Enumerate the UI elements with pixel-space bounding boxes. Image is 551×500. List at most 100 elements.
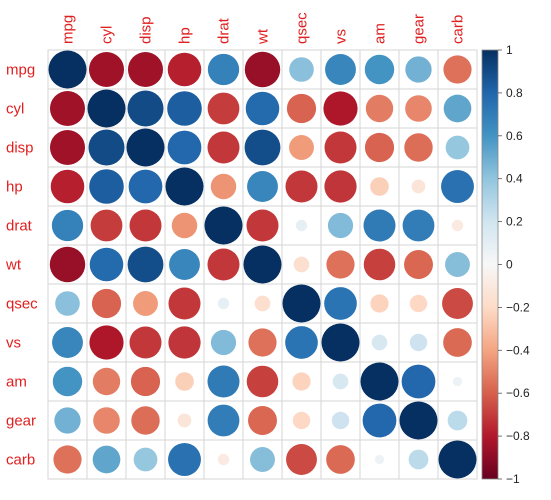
corr-circle-hp-wt [247,171,278,202]
corr-circle-wt-carb [445,252,470,277]
corr-circle-drat-disp [129,209,162,242]
colorbar-tick-label: −0.6 [506,386,530,400]
colorbar-gradient [481,49,499,480]
corr-circle-disp-vs [324,131,357,164]
corr-circle-qsec-hp [168,287,201,320]
corr-circle-gear-am [362,403,397,438]
colorbar-tick-label: 0.6 [506,129,523,143]
corr-circle-mpg-gear [405,56,432,83]
column-label-drat: drat [216,17,233,44]
corr-circle-carb-wt [250,447,275,472]
corr-circle-mpg-cyl [88,51,125,88]
colorbar-tick-label: −0.8 [506,429,530,443]
corr-circle-drat-qsec [295,219,308,232]
row-label-disp: disp [6,140,34,157]
corr-circle-vs-drat [210,329,237,356]
corr-circle-hp-gear [411,179,426,194]
corr-circle-qsec-carb [442,288,473,319]
corr-circle-cyl-mpg [49,90,86,127]
colorbar-tick-label: 0.8 [506,86,523,100]
colorbar: 1 0.8 0.6 0.4 0.2 0 −0.2 −0.4 −0.6 −0.8 −1 [481,43,530,486]
corr-circle-hp-hp [165,167,204,206]
corr-circle-am-cyl [92,367,121,396]
column-label-hp: hp [177,27,194,44]
corr-circle-wt-mpg [49,246,86,283]
corr-circle-gear-gear [399,401,438,440]
corr-circle-qsec-wt [254,295,271,312]
corr-circle-mpg-am [364,54,395,85]
corr-circle-qsec-qsec [282,284,321,323]
colorbar-tick-label: 0.2 [506,215,523,229]
corr-circle-wt-wt [243,245,282,284]
corr-circle-disp-qsec [289,135,314,160]
colorbar-tick-label: −0.2 [506,300,530,314]
corr-circle-drat-am [363,209,396,242]
corr-circle-drat-carb [451,219,464,232]
corr-circle-vs-gear [409,333,428,352]
corr-circle-hp-am [370,177,389,196]
corr-circle-am-drat [207,365,240,398]
corr-circle-mpg-hp [167,52,202,87]
row-label-vs: vs [6,335,21,352]
column-label-am: am [372,23,389,44]
corr-circle-gear-disp [131,406,160,435]
corr-circle-disp-drat [207,131,240,164]
row-label-gear: gear [6,413,36,430]
corr-circle-vs-am [371,334,388,351]
corr-circle-am-disp [130,366,161,397]
corr-circle-wt-cyl [89,247,124,282]
corr-circle-am-wt [246,365,279,398]
corr-circle-gear-qsec [292,411,311,430]
corr-circle-gear-mpg [54,407,81,434]
corr-circle-drat-gear [402,209,435,242]
corr-circle-disp-wt [244,129,281,166]
corr-circle-carb-gear [408,449,429,470]
row-label-drat: drat [6,218,33,235]
corr-circle-carb-drat [217,453,230,466]
corr-circle-mpg-disp [127,51,164,88]
corr-circle-hp-qsec [285,170,318,203]
row-label-am: am [6,374,27,391]
corr-circle-carb-disp [133,447,158,472]
corr-circle-am-carb [452,376,463,387]
corr-circle-am-vs [332,373,349,390]
corr-circle-vs-disp [129,326,162,359]
column-label-gear: gear [411,14,428,44]
corr-circle-hp-disp [128,169,163,204]
column-label-vs: vs [333,29,350,44]
corr-circle-gear-hp [177,413,192,428]
corr-circle-carb-mpg [53,445,82,474]
corr-circle-carb-qsec [286,444,317,475]
corr-circle-hp-cyl [89,169,124,204]
corr-circle-carb-carb [438,440,477,479]
corr-circle-vs-wt [248,328,277,357]
row-label-cyl: cyl [6,101,24,118]
corr-circle-qsec-cyl [91,288,122,319]
column-label-disp: disp [138,16,155,44]
row-label-mpg: mpg [6,62,35,79]
row-label-hp: hp [6,179,23,196]
corr-circle-qsec-vs [324,287,357,320]
colorbar-tick-label: 0.4 [506,172,523,186]
corr-circle-mpg-mpg [48,50,87,89]
corr-circle-carb-hp [168,443,201,476]
row-labels: mpg cyl disp hp drat wt qsec vs am gear carb [5,62,38,469]
corr-circle-qsec-mpg [55,291,80,316]
corr-circle-drat-hp [171,212,198,239]
corr-circle-hp-drat [210,173,237,200]
colorbar-tick-label: 1 [506,43,513,57]
corr-circle-am-hp [175,372,194,391]
corr-circle-cyl-am [365,94,394,123]
column-label-mpg: mpg [60,15,77,44]
corr-circle-mpg-wt [244,51,281,88]
corr-circle-vs-carb [443,328,472,357]
corr-circle-vs-hp [168,326,201,359]
corr-circle-mpg-vs [325,54,356,85]
corr-circle-drat-mpg [51,209,84,242]
corr-circle-hp-vs [324,170,357,203]
circle-layer [48,50,477,479]
corr-circle-cyl-gear [405,95,432,122]
column-label-qsec: qsec [294,12,311,44]
row-label-qsec: qsec [6,296,38,313]
